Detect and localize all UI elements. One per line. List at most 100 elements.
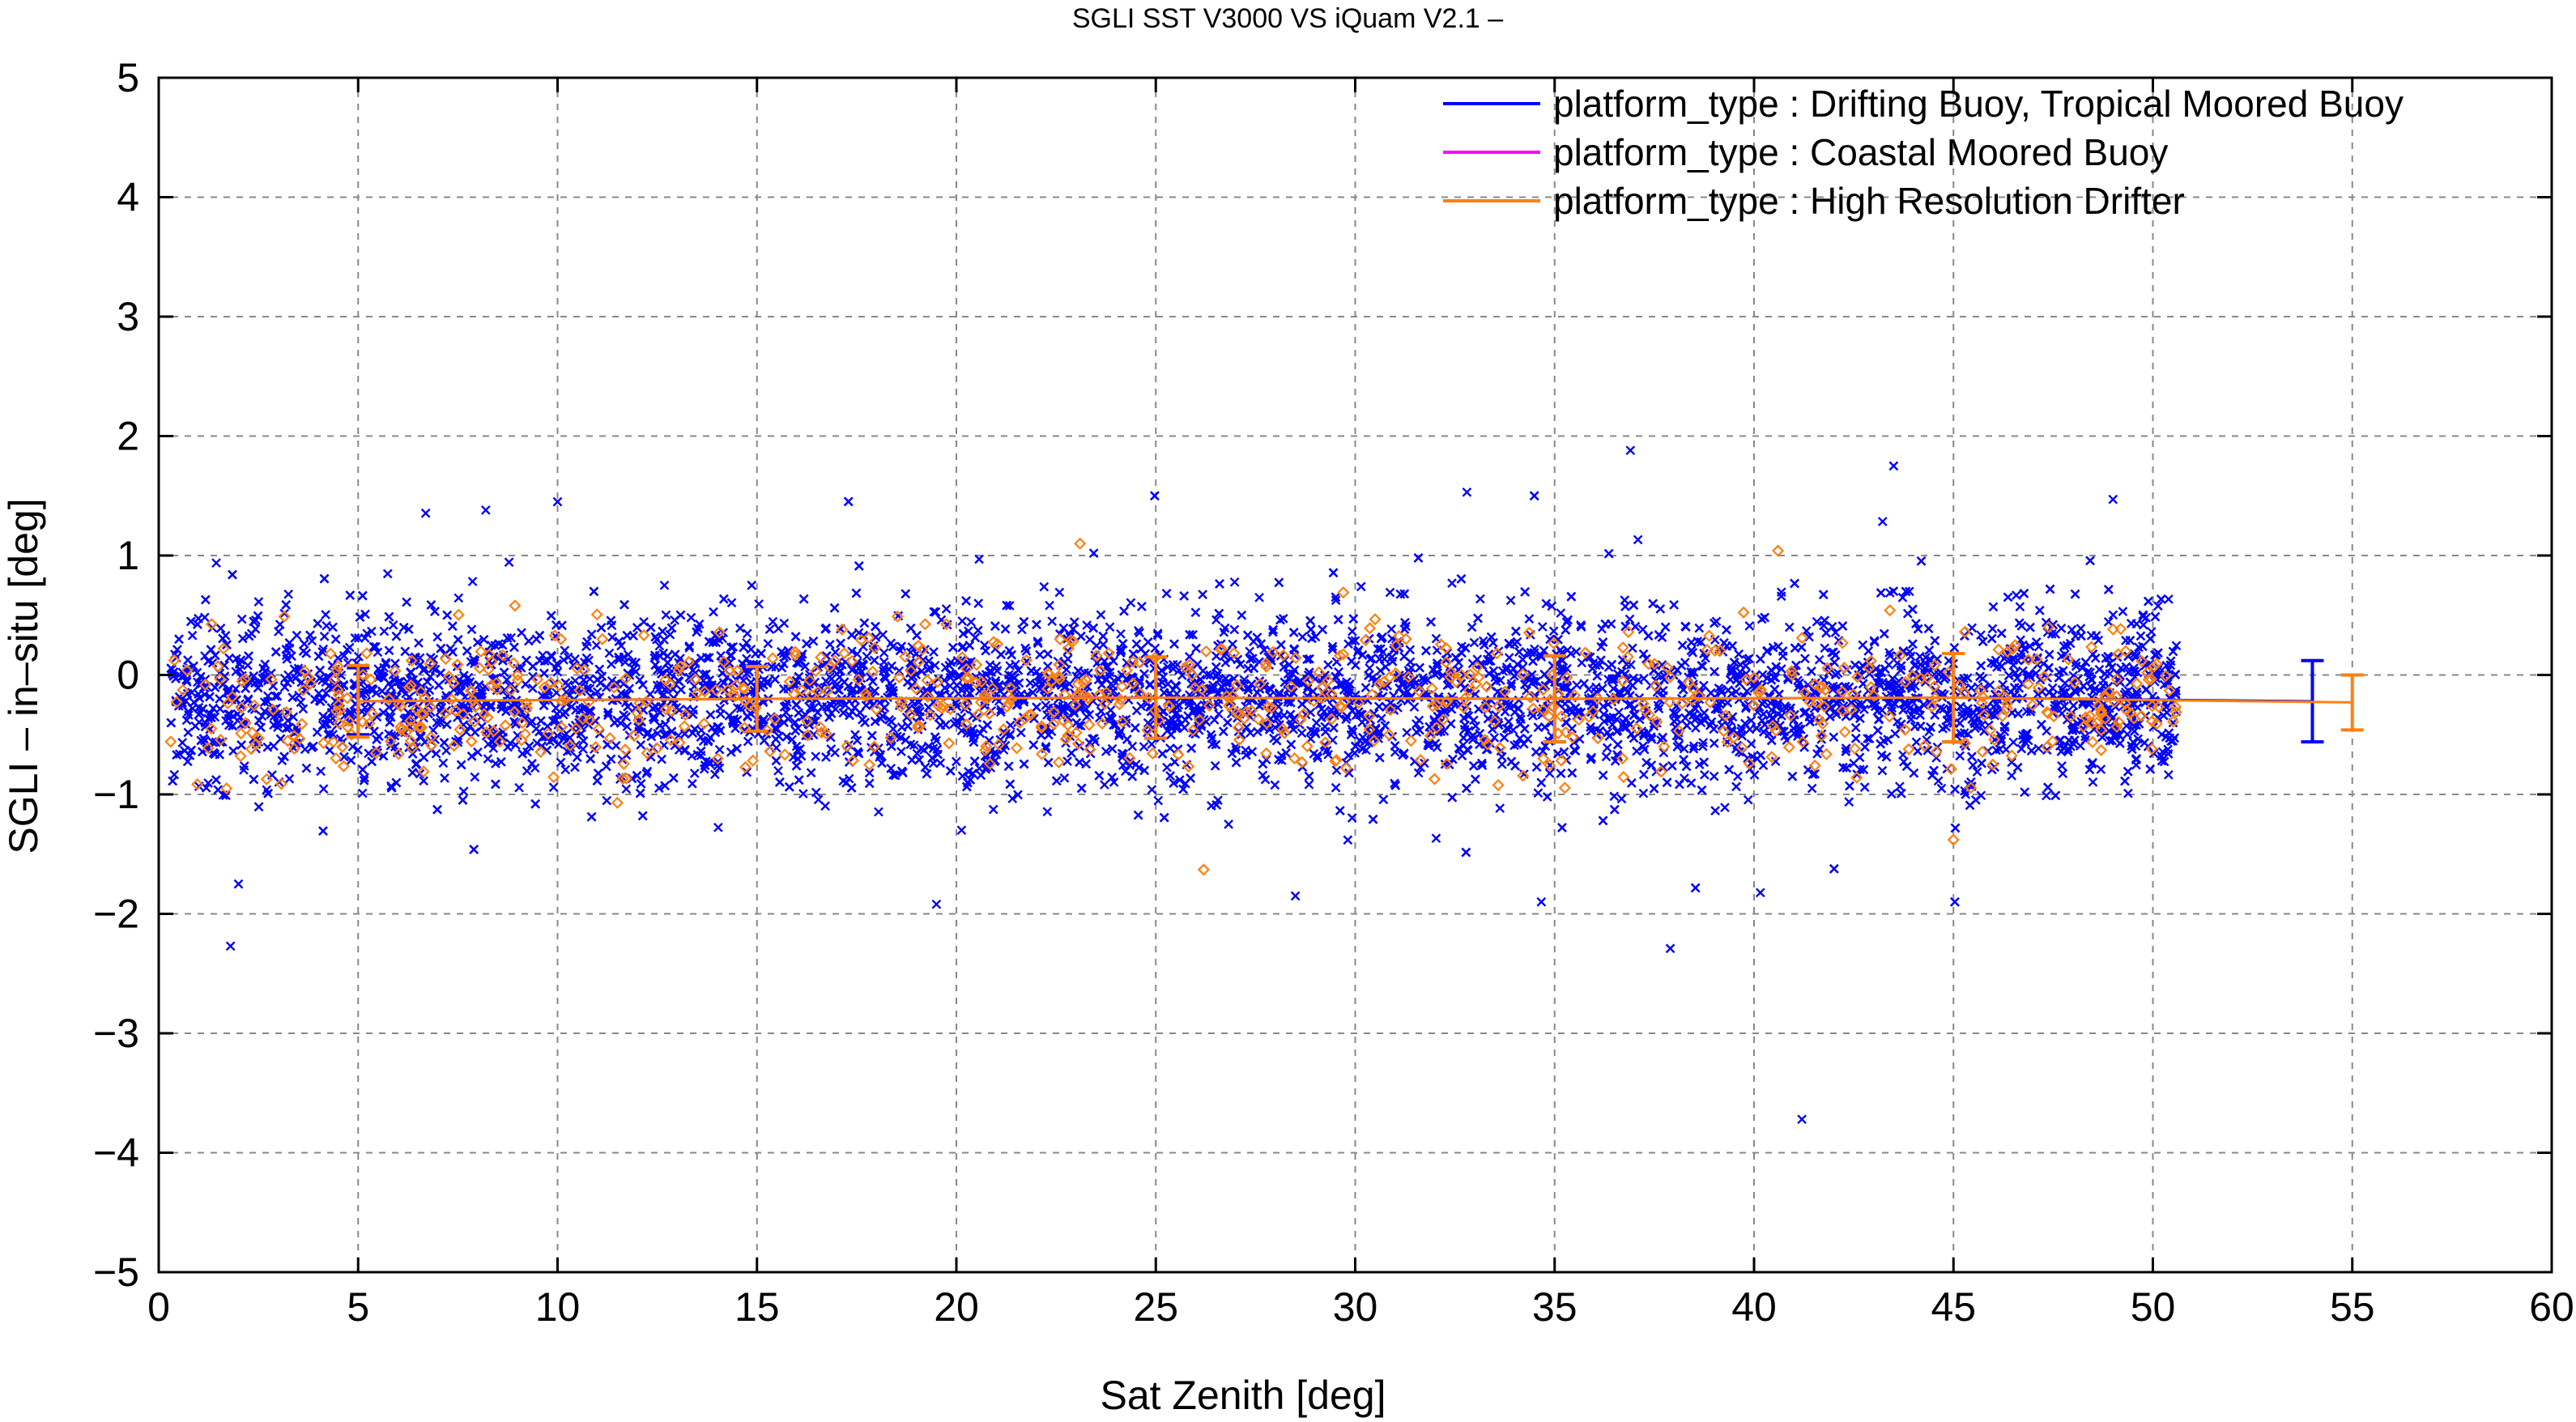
data-point — [2033, 743, 2044, 754]
data-point — [1873, 726, 1883, 735]
data-point — [1386, 624, 1397, 634]
data-point — [645, 622, 656, 632]
data-point — [2042, 726, 2052, 736]
data-point — [514, 782, 524, 793]
data-point — [666, 623, 677, 633]
data-point — [1649, 783, 1659, 794]
data-point — [1343, 835, 1353, 845]
data-point — [345, 590, 356, 600]
data-point — [1127, 771, 1138, 781]
data-point — [1514, 695, 1524, 705]
data-point — [187, 630, 198, 641]
data-point — [811, 787, 821, 798]
data-point — [441, 719, 452, 730]
data-point — [1471, 721, 1481, 731]
data-point — [1620, 602, 1630, 611]
data-point — [402, 597, 411, 607]
data-point — [438, 758, 449, 768]
data-point — [850, 730, 860, 740]
data-point — [659, 635, 669, 645]
data-point — [1746, 739, 1756, 749]
data-point — [940, 720, 951, 730]
data-point — [2164, 594, 2174, 604]
data-point — [2144, 596, 2153, 607]
data-point — [676, 684, 686, 695]
data-point — [1612, 739, 1623, 750]
data-point — [730, 723, 740, 734]
data-point — [1571, 646, 1582, 657]
data-point — [888, 641, 898, 652]
data-point — [2070, 589, 2080, 599]
data-point — [570, 762, 580, 773]
data-point — [2108, 610, 2118, 620]
data-point — [1305, 624, 1316, 635]
data-point — [659, 580, 670, 590]
data-point — [1506, 756, 1517, 767]
data-point — [1242, 630, 1253, 641]
data-point — [1473, 613, 1483, 624]
data-point — [1337, 679, 1347, 690]
data-point — [1477, 760, 1488, 771]
data-point — [309, 741, 318, 751]
data-point — [1331, 595, 1341, 606]
data-point — [878, 630, 888, 640]
data-point — [988, 804, 998, 815]
data-point — [902, 677, 913, 688]
data-point — [607, 632, 617, 642]
data-point — [1536, 777, 1547, 788]
data-point — [1304, 779, 1314, 790]
data-point — [1709, 771, 1719, 781]
data-point — [1561, 625, 1571, 635]
data-point — [572, 752, 582, 763]
data-point — [1304, 771, 1314, 781]
data-point — [168, 776, 178, 786]
data-point — [253, 597, 264, 607]
data-point — [894, 666, 905, 676]
data-point — [1518, 654, 1528, 665]
data-point — [2076, 624, 2086, 633]
data-point — [284, 773, 295, 784]
data-point — [491, 759, 500, 768]
data-point — [1229, 577, 1240, 587]
data-point — [211, 775, 221, 785]
data-point — [1224, 819, 1233, 829]
data-point — [350, 633, 360, 643]
data-point — [866, 730, 877, 741]
data-point — [1807, 783, 1817, 794]
data-point — [973, 598, 984, 608]
data-point — [619, 679, 628, 689]
data-point — [879, 662, 888, 673]
data-point — [1258, 770, 1268, 781]
data-point — [1531, 762, 1542, 773]
data-point — [1241, 722, 1252, 732]
data-point — [639, 617, 649, 627]
data-point — [622, 722, 632, 731]
data-point — [1565, 649, 1576, 658]
data-point — [1454, 658, 1464, 667]
data-point — [1711, 616, 1722, 627]
data-point — [1950, 896, 1960, 907]
data-point — [1504, 717, 1514, 726]
data-point — [1531, 747, 1541, 757]
data-point — [190, 721, 201, 731]
data-point — [1254, 700, 1264, 711]
data-point — [1402, 727, 1412, 738]
data-point — [1447, 578, 1457, 588]
data-point — [530, 763, 540, 773]
data-point — [372, 712, 382, 722]
data-point — [635, 675, 645, 685]
data-point — [1165, 743, 1175, 753]
data-point — [1139, 669, 1149, 679]
data-point — [1541, 598, 1552, 609]
data-point — [1320, 726, 1331, 737]
data-point — [1801, 626, 1812, 636]
data-point — [1153, 795, 1164, 806]
data-point — [2018, 666, 2028, 676]
data-point — [655, 721, 665, 730]
data-point — [982, 720, 993, 730]
data-point — [1347, 656, 1356, 666]
data-point — [1949, 642, 1960, 653]
data-point — [1950, 784, 1960, 794]
data-point — [342, 645, 352, 655]
